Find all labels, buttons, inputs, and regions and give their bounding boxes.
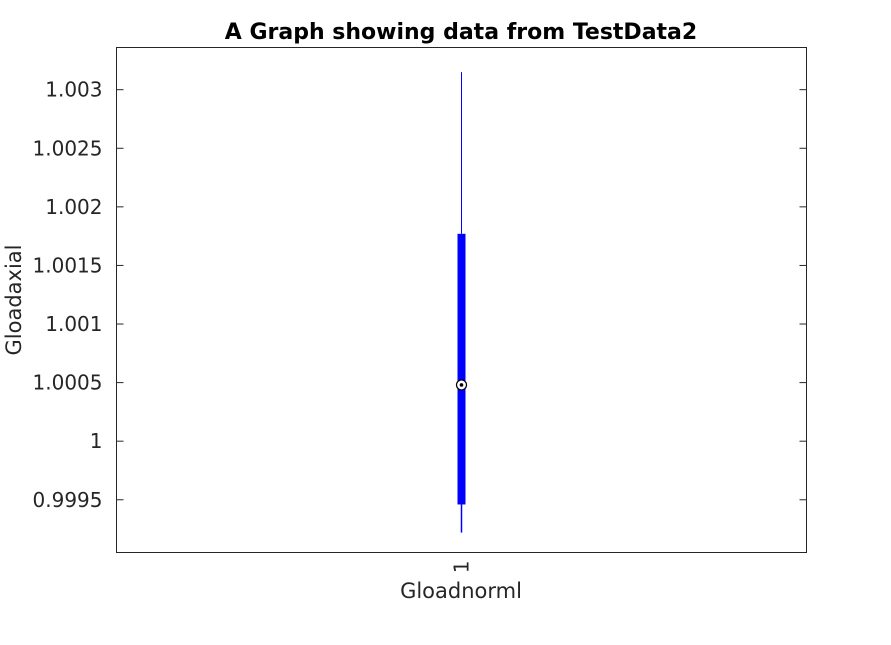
- median-marker-dot: [459, 383, 464, 387]
- y-tick-label: 1: [90, 429, 103, 453]
- y-axis-label: Gloadaxial: [2, 245, 26, 356]
- box-iqr: [457, 233, 466, 505]
- y-tick-label: 1.001: [45, 312, 102, 336]
- x-axis-ticks: 1: [450, 561, 474, 574]
- chart-title: A Graph showing data from TestData2: [225, 20, 697, 45]
- y-tick-label: 0.9995: [33, 488, 103, 512]
- y-tick-label: 1.0025: [33, 136, 103, 160]
- y-tick-label: 1.002: [45, 195, 102, 219]
- y-axis-ticks: 0.9995 1 1.0005 1.001 1.0015 1.002 1.0025 1.003: [33, 78, 807, 512]
- x-axis-label: Gloadnorml: [400, 579, 522, 603]
- y-tick-label: 1.0015: [33, 253, 103, 277]
- box-plot: [455, 72, 468, 533]
- x-tick-label: 1: [450, 561, 474, 574]
- y-tick-label: 1.003: [45, 78, 102, 102]
- y-tick-label: 1.0005: [33, 371, 103, 395]
